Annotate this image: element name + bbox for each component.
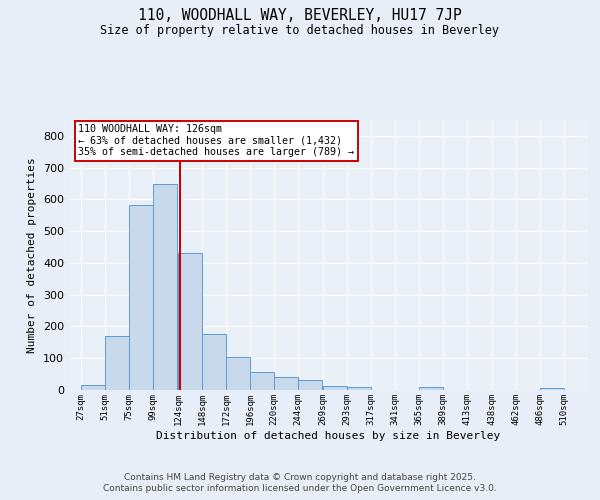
Text: Contains public sector information licensed under the Open Government Licence v3: Contains public sector information licen… xyxy=(103,484,497,493)
Bar xyxy=(153,184,177,390)
Text: Contains HM Land Registry data © Crown copyright and database right 2025.: Contains HM Land Registry data © Crown c… xyxy=(124,472,476,482)
Bar xyxy=(202,334,226,390)
Bar xyxy=(298,380,322,390)
Bar xyxy=(323,386,347,390)
Y-axis label: Number of detached properties: Number of detached properties xyxy=(28,157,37,353)
Text: Size of property relative to detached houses in Beverley: Size of property relative to detached ho… xyxy=(101,24,499,37)
Bar xyxy=(347,387,371,390)
Text: 110, WOODHALL WAY, BEVERLEY, HU17 7JP: 110, WOODHALL WAY, BEVERLEY, HU17 7JP xyxy=(138,8,462,22)
Bar xyxy=(105,336,129,390)
Bar xyxy=(226,358,250,390)
Bar xyxy=(178,254,202,390)
X-axis label: Distribution of detached houses by size in Beverley: Distribution of detached houses by size … xyxy=(157,430,500,440)
Text: 110 WOODHALL WAY: 126sqm
← 63% of detached houses are smaller (1,432)
35% of sem: 110 WOODHALL WAY: 126sqm ← 63% of detach… xyxy=(79,124,355,157)
Bar xyxy=(540,388,564,390)
Bar xyxy=(274,376,298,390)
Bar xyxy=(250,372,274,390)
Bar xyxy=(81,384,105,390)
Bar xyxy=(129,205,153,390)
Bar xyxy=(419,388,443,390)
